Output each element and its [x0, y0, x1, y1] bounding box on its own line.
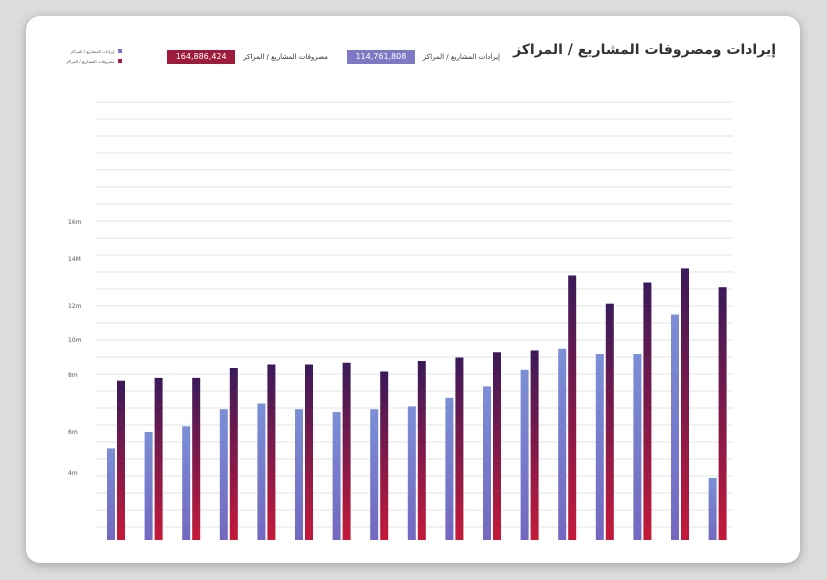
bar-revenue[interactable]	[558, 348, 567, 540]
bar-revenue[interactable]	[595, 354, 604, 540]
bar-expense[interactable]	[154, 377, 163, 540]
bar-expense[interactable]	[455, 357, 464, 541]
y-tick-label: 14M	[68, 256, 81, 263]
bar-expense[interactable]	[530, 350, 539, 541]
bar-expense[interactable]	[417, 361, 426, 540]
bar-expense[interactable]	[267, 364, 276, 541]
y-tick-label: 8m	[68, 372, 78, 379]
bar-expense[interactable]	[342, 362, 351, 540]
bar-revenue[interactable]	[483, 386, 491, 540]
bars	[107, 268, 727, 540]
expense-summary-value: 164,886,424	[167, 50, 236, 64]
revenue-summary-value: 114,761,808	[346, 50, 415, 64]
grid-lines	[96, 101, 733, 528]
bar-chart: 4m 6m 8m 10m 12m 14M 16m	[68, 101, 733, 540]
legend-item-expense[interactable]: مصروفات المشاريع / المراكز	[66, 56, 123, 66]
bar-revenue[interactable]	[407, 406, 416, 540]
bar-expense[interactable]	[305, 364, 313, 541]
bar-expense[interactable]	[643, 282, 652, 541]
bar-expense[interactable]	[493, 352, 501, 540]
bar-revenue[interactable]	[445, 397, 454, 540]
bar-expense[interactable]	[718, 287, 727, 540]
bar-expense[interactable]	[568, 275, 577, 540]
bar-expense[interactable]	[117, 380, 125, 540]
legend-swatch-expense	[118, 59, 123, 63]
chart-legend: إيرادات المشاريع / المراكز مصروفات المشا…	[66, 46, 123, 66]
bar-revenue[interactable]	[633, 354, 642, 540]
chart-card: إيرادات ومصروفات المشاريع / المراكز إيرا…	[26, 16, 800, 563]
chart-title: إيرادات ومصروفات المشاريع / المراكز	[513, 42, 776, 58]
bar-expense[interactable]	[380, 371, 389, 541]
bar-revenue[interactable]	[708, 478, 717, 540]
bar-expense[interactable]	[605, 303, 614, 540]
bar-revenue[interactable]	[295, 409, 303, 540]
bar-expense[interactable]	[192, 377, 201, 540]
y-tick-label: 10m	[68, 337, 82, 344]
expense-summary-label: مصروفات المشاريع / المراكز	[243, 53, 328, 61]
bar-revenue[interactable]	[182, 426, 191, 540]
legend-label-revenue: إيرادات المشاريع / المراكز	[70, 48, 115, 54]
y-axis-ticks: 4m 6m 8m 10m 12m 14M 16m	[68, 219, 82, 477]
y-tick-label: 4m	[68, 470, 78, 477]
bar-revenue[interactable]	[144, 432, 153, 540]
bar-revenue[interactable]	[520, 369, 529, 540]
bar-revenue[interactable]	[219, 409, 228, 540]
bar-expense[interactable]	[681, 268, 689, 540]
legend-label-expense: مصروفات المشاريع / المراكز	[66, 58, 115, 64]
bar-revenue[interactable]	[332, 412, 341, 540]
revenue-summary-label: إيرادات المشاريع / المراكز	[422, 53, 500, 61]
legend-swatch-revenue	[118, 49, 123, 53]
expense-summary: مصروفات المشاريع / المراكز 164,886,424	[167, 50, 328, 64]
y-tick-label: 12m	[68, 303, 82, 310]
bar-expense[interactable]	[229, 368, 238, 540]
bar-revenue[interactable]	[107, 448, 115, 540]
y-tick-label: 16m	[68, 219, 82, 226]
legend-item-revenue[interactable]: إيرادات المشاريع / المراكز	[66, 46, 123, 56]
bar-revenue[interactable]	[257, 403, 266, 541]
bar-revenue[interactable]	[370, 409, 379, 540]
bar-revenue[interactable]	[671, 314, 679, 541]
y-tick-label: 6m	[68, 429, 78, 436]
revenue-summary: إيرادات المشاريع / المراكز 114,761,808	[346, 50, 500, 64]
